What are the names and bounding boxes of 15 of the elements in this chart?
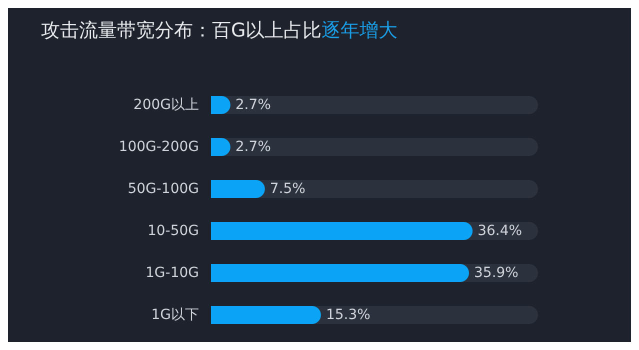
data-label: 35.9%: [474, 265, 518, 281]
bar: [211, 180, 265, 198]
data-label: 2.7%: [235, 139, 271, 155]
data-label: 36.4%: [478, 223, 522, 239]
data-label: 2.7%: [235, 97, 271, 113]
chart-title: 攻击流量带宽分布：百G以上占比: [41, 20, 322, 42]
y-tick-label: 1G-10G: [146, 265, 199, 281]
chart-subtitle: 逐年增大: [322, 20, 398, 42]
data-label: 7.5%: [270, 181, 306, 197]
y-tick-label: 1G以下: [151, 307, 199, 323]
y-tick-label: 10-50G: [147, 223, 199, 239]
y-tick-label: 100G-200G: [118, 139, 199, 155]
data-label: 15.3%: [326, 307, 370, 323]
y-tick-label: 50G-100G: [128, 181, 199, 197]
y-tick-label: 200G以上: [133, 97, 199, 113]
